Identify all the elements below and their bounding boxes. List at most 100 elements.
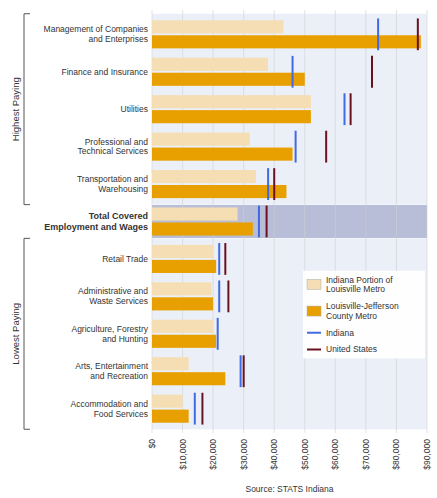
y-tick-label: Administrative andWaste Services	[78, 286, 148, 306]
text-line: Indiana Portion of	[326, 275, 393, 285]
reference-line-series	[202, 18, 417, 424]
grid-line	[365, 10, 366, 433]
bar	[152, 335, 216, 348]
reference-line	[258, 206, 260, 238]
bar	[152, 207, 238, 220]
y-axis: Management of Companiesand Enterprises Fi…	[44, 24, 149, 418]
y-tick-label: Agriculture, Forestryand Hunting	[71, 324, 148, 344]
background	[0, 0, 437, 498]
section-background	[152, 14, 427, 205]
text-line: Louisville-Jefferson	[326, 301, 399, 311]
reference-line	[201, 393, 203, 425]
text-line: and Recreation	[90, 371, 148, 381]
section-label: Highest Paying	[10, 77, 21, 141]
bar	[152, 320, 213, 333]
y-tick-label: Total CoveredEmployment and Wages	[44, 211, 148, 231]
legend-swatch	[307, 306, 321, 316]
y-tick-label: Finance and Insurance	[62, 67, 149, 77]
reference-line	[227, 280, 229, 312]
legend-label: Indiana Portion ofLouisville Metro	[326, 275, 393, 295]
reference-line	[266, 206, 268, 238]
bar	[152, 148, 293, 161]
reference-line	[371, 56, 373, 88]
x-tick-label: $30,000	[239, 439, 249, 470]
x-tick-label: $20,000	[208, 439, 218, 470]
y-tick-label: Professional andTechnical Services	[78, 137, 149, 157]
text-line: Retail Trade	[102, 254, 148, 264]
x-tick-label: $70,000	[361, 439, 371, 470]
chart: $0$10,000$20,000$30,000$40,000$50,000$60…	[0, 0, 437, 498]
bar	[152, 395, 183, 408]
reference-line	[273, 168, 275, 200]
text-line: Arts, Entertainment	[75, 361, 148, 371]
y-tick-label: Arts, Entertainmentand Recreation	[75, 361, 148, 381]
text-line: Finance and Insurance	[62, 67, 149, 77]
text-line: Total Covered	[89, 211, 148, 221]
reference-line	[295, 131, 297, 163]
legend: Indiana Portion ofLouisville MetroLouisv…	[303, 271, 425, 359]
y-tick-label: Retail Trade	[102, 254, 148, 264]
x-tick-label: $40,000	[269, 439, 279, 470]
reference-line	[292, 56, 294, 88]
text-line: Technical Services	[78, 146, 148, 156]
y-tick-label: Management of Companiesand Enterprises	[44, 24, 148, 44]
x-tick-label: $90,000	[422, 439, 432, 470]
grid-line	[396, 10, 397, 433]
text-line: Accommodation and	[71, 399, 149, 409]
x-tick-label: $0	[147, 439, 157, 449]
text-line: and Enterprises	[88, 34, 148, 44]
section-label: Lowest Paying	[10, 303, 21, 365]
bar-series	[152, 20, 311, 407]
bar	[152, 35, 421, 48]
grid	[152, 10, 427, 433]
text-line: and Hunting	[102, 334, 148, 344]
legend-swatch	[307, 332, 321, 334]
text-line: Transportation and	[77, 174, 148, 184]
text-line: Utilities	[121, 104, 148, 114]
bar	[152, 372, 225, 385]
x-tick-label: $60,000	[330, 439, 340, 470]
bar	[152, 260, 216, 273]
text-line: Warehousing	[98, 184, 148, 194]
bar	[152, 73, 305, 86]
reference-line	[243, 355, 245, 387]
text-line: Agriculture, Forestry	[71, 324, 148, 334]
legend-swatch	[307, 348, 321, 350]
legend-swatch	[307, 280, 321, 290]
text-line: Administrative and	[78, 286, 148, 296]
reference-line	[224, 243, 226, 275]
bar-series	[152, 35, 421, 422]
text-line: Employment and Wages	[44, 222, 148, 232]
y-tick-label: Transportation andWarehousing	[77, 174, 148, 194]
bar	[152, 185, 286, 198]
bar	[152, 20, 283, 33]
reference-line	[218, 243, 220, 275]
text-line: Indiana	[326, 328, 354, 338]
reference-line	[417, 18, 419, 50]
bracket	[24, 238, 30, 429]
text-line: Food Services	[94, 409, 148, 419]
reference-line	[325, 131, 327, 163]
bar	[152, 282, 212, 295]
text-line: Management of Companies	[44, 24, 148, 34]
text-line: Louisville Metro	[326, 284, 385, 294]
annotations: Highest PayingLowest PayingSource: STATS…	[10, 14, 334, 494]
legend-label: United States	[326, 344, 377, 354]
text-line: County Metro	[326, 311, 377, 321]
reference-line	[194, 393, 196, 425]
x-tick-label: $50,000	[300, 439, 310, 470]
reference-line	[377, 18, 379, 50]
legend-background	[303, 271, 425, 359]
section-backgrounds	[152, 14, 427, 430]
legend-label: Louisville-JeffersonCounty Metro	[326, 301, 399, 321]
bar	[152, 297, 213, 310]
reference-line	[217, 318, 219, 350]
bar	[152, 95, 311, 108]
text-line: United States	[326, 344, 377, 354]
reference-line	[267, 168, 269, 200]
reference-line	[218, 280, 220, 312]
bar	[152, 410, 189, 423]
reference-line-series	[195, 18, 378, 424]
bar	[152, 58, 268, 71]
bar	[152, 245, 213, 258]
